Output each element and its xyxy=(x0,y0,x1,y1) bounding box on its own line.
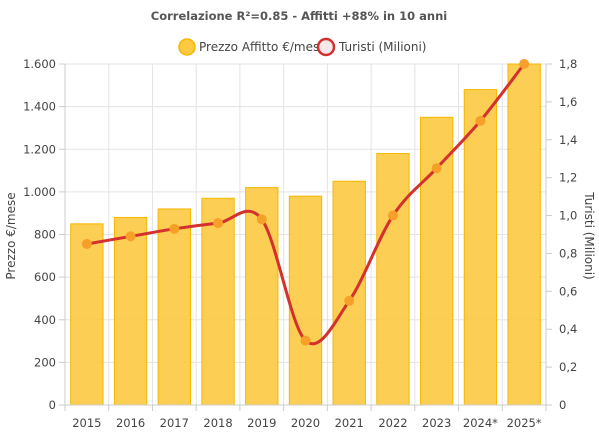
x-axis: 2015 2016 2017 2018 2019 2020 2021 2022 2023 2024… xyxy=(64,404,547,430)
left-tick-label-1: 200 xyxy=(34,355,56,369)
x-tick-label-2015: 2015 xyxy=(72,416,101,430)
left-tick-label-5: 1.000 xyxy=(23,185,56,199)
x-tick-label-2022: 2022 xyxy=(378,416,407,430)
left-axis-title: Prezzo €/mese xyxy=(4,192,18,279)
left-tick-label-4: 800 xyxy=(34,228,56,242)
left-tick-label-7: 1.400 xyxy=(23,100,56,114)
bar-2023[interactable] xyxy=(420,116,454,406)
left-tick-label-2: 400 xyxy=(34,313,56,327)
bar-2025*[interactable] xyxy=(507,63,541,406)
legend-item-rent[interactable]: Prezzo Affitto €/mese xyxy=(178,38,327,56)
point-2016[interactable] xyxy=(125,231,136,242)
bar-series xyxy=(70,63,541,406)
left-tick-label-8: 1.600 xyxy=(23,57,56,71)
bar-2024*[interactable] xyxy=(463,89,498,406)
right-axis-title: Turisti (Milioni) xyxy=(582,191,596,280)
bar-2017[interactable] xyxy=(157,208,191,406)
point-2025*[interactable] xyxy=(519,59,530,69)
point-2017[interactable] xyxy=(169,223,180,234)
right-tick-label-4: 0,8 xyxy=(559,246,577,260)
x-tick-label-2017: 2017 xyxy=(160,416,189,430)
x-tick-label-2020: 2020 xyxy=(291,416,320,430)
left-tick-label-6: 1.200 xyxy=(23,142,56,156)
bar-2020[interactable] xyxy=(288,195,323,406)
x-tick-label-2024*: 2024* xyxy=(463,416,498,430)
right-axis: 0 0,2 0,4 0,6 0,8 1,0 1,2 1,4 1,6 1,8 xyxy=(545,57,577,412)
left-tick-label-0: 0 xyxy=(49,398,56,412)
legend-label-rent: Prezzo Affitto €/mese xyxy=(199,40,327,54)
bar-2021[interactable] xyxy=(332,180,366,406)
point-2020[interactable] xyxy=(300,335,311,346)
point-2024*[interactable] xyxy=(475,115,486,126)
left-tick-label-3: 600 xyxy=(34,270,56,284)
legend-item-tourists[interactable]: Turisti (Milioni) xyxy=(316,37,427,57)
point-2022[interactable] xyxy=(387,210,398,221)
x-tick-label-2018: 2018 xyxy=(203,416,232,430)
right-tick-label-0: 0 xyxy=(559,398,566,412)
right-tick-label-6: 1,2 xyxy=(559,171,577,185)
point-2023[interactable] xyxy=(431,163,442,174)
bar-2015[interactable] xyxy=(70,223,104,406)
x-tick-label-2025*: 2025* xyxy=(507,416,542,430)
point-2018[interactable] xyxy=(213,218,224,229)
point-2015[interactable] xyxy=(81,238,92,249)
tourists-points xyxy=(81,59,530,346)
point-2021[interactable] xyxy=(344,295,355,306)
x-tick-label-2023: 2023 xyxy=(422,416,451,430)
right-tick-label-3: 0,6 xyxy=(559,284,577,298)
right-tick-label-2: 0,4 xyxy=(559,322,577,336)
right-tick-label-5: 1,0 xyxy=(559,209,577,223)
legend-marker-tourists xyxy=(316,37,336,57)
x-tick-label-2016: 2016 xyxy=(116,416,145,430)
legend: Prezzo Affitto €/mese Turisti (Milioni) xyxy=(178,37,427,57)
left-axis: 0 200 400 600 800 1.000 1.200 1.400 1.600 xyxy=(23,57,66,412)
bar-2018[interactable] xyxy=(201,197,235,406)
x-tick-label-2019: 2019 xyxy=(247,416,276,430)
right-tick-label-9: 1,8 xyxy=(559,57,577,71)
right-tick-label-7: 1,4 xyxy=(559,133,577,147)
x-tick-label-2021: 2021 xyxy=(335,416,364,430)
bar-2022[interactable] xyxy=(376,153,410,406)
legend-marker-rent xyxy=(178,38,196,56)
right-tick-label-1: 0,2 xyxy=(559,360,577,374)
chart-title: Correlazione R²=0.85 - Affitti +88% in 1… xyxy=(151,9,447,23)
right-tick-label-8: 1,6 xyxy=(559,95,577,109)
bar-2016[interactable] xyxy=(113,216,148,406)
point-2019[interactable] xyxy=(256,214,267,225)
legend-label-tourists: Turisti (Milioni) xyxy=(338,40,427,54)
